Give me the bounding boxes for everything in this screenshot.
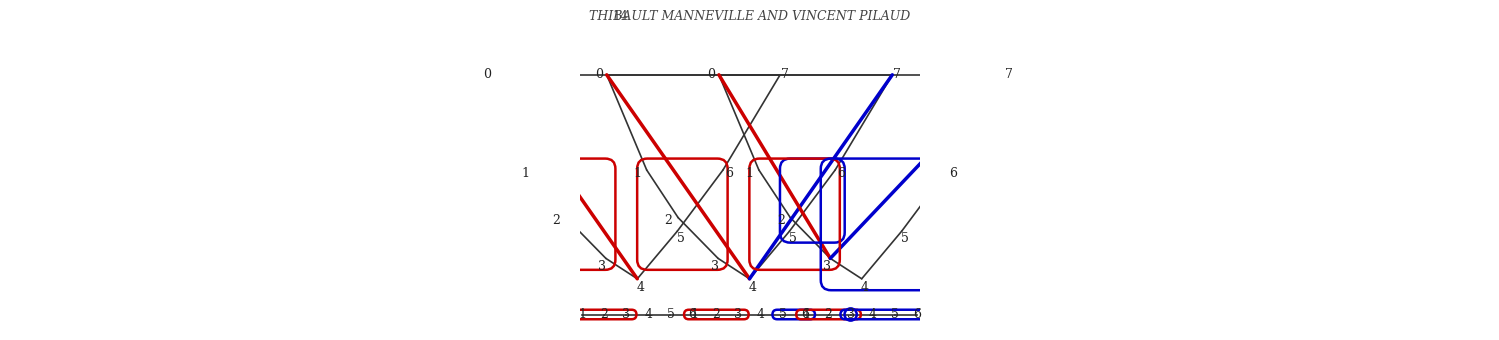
Text: THIBAULT MANNEVILLE AND VINCENT PILAUD: THIBAULT MANNEVILLE AND VINCENT PILAUD xyxy=(589,10,910,23)
Text: 3: 3 xyxy=(598,260,607,273)
Text: 6: 6 xyxy=(726,167,733,180)
Text: 4: 4 xyxy=(637,281,645,294)
Text: 0: 0 xyxy=(483,68,492,81)
Text: 14: 14 xyxy=(612,10,628,23)
Text: 2: 2 xyxy=(600,308,609,321)
Text: 3: 3 xyxy=(711,260,718,273)
Text: 1: 1 xyxy=(579,308,586,321)
Text: 5: 5 xyxy=(901,232,908,244)
Text: 6: 6 xyxy=(913,308,920,321)
Text: 2: 2 xyxy=(824,308,832,321)
Text: 2: 2 xyxy=(712,308,721,321)
Text: 3: 3 xyxy=(622,308,630,321)
Text: 5: 5 xyxy=(890,308,899,321)
Text: 1: 1 xyxy=(745,167,754,180)
Text: 1: 1 xyxy=(522,167,529,180)
Text: 5: 5 xyxy=(676,232,685,244)
Text: 4: 4 xyxy=(645,308,652,321)
Text: 1: 1 xyxy=(633,167,642,180)
Text: 6: 6 xyxy=(949,167,958,180)
Text: 7: 7 xyxy=(893,68,901,81)
Text: 0: 0 xyxy=(595,68,603,81)
Text: 4: 4 xyxy=(757,308,764,321)
Text: 3: 3 xyxy=(823,260,830,273)
Text: 7: 7 xyxy=(781,68,788,81)
Text: 6: 6 xyxy=(688,308,697,321)
Text: 4: 4 xyxy=(869,308,877,321)
Text: 1: 1 xyxy=(802,308,811,321)
Text: 6: 6 xyxy=(838,167,845,180)
Text: 2: 2 xyxy=(553,215,561,227)
Text: 1: 1 xyxy=(690,308,699,321)
Text: 2: 2 xyxy=(776,215,784,227)
Text: 7: 7 xyxy=(1004,68,1013,81)
Text: 5: 5 xyxy=(788,232,797,244)
Text: 4: 4 xyxy=(750,281,757,294)
Text: 2: 2 xyxy=(664,215,673,227)
Text: 5: 5 xyxy=(778,308,787,321)
Text: 5: 5 xyxy=(667,308,675,321)
Text: 6: 6 xyxy=(800,308,809,321)
Text: 4: 4 xyxy=(860,281,869,294)
Text: 0: 0 xyxy=(708,68,715,81)
Text: 3: 3 xyxy=(735,308,742,321)
Text: 3: 3 xyxy=(847,308,854,321)
